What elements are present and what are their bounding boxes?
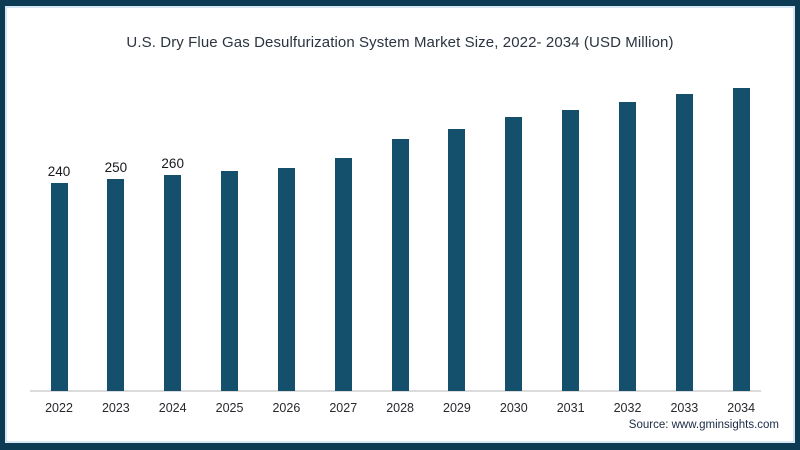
x-tick-label-2026: 2026 (272, 401, 301, 415)
bar-2034 (732, 88, 750, 391)
bar-value-label-2024: 260 (161, 156, 184, 171)
x-tick-label-2033: 2033 (670, 401, 699, 415)
bar-2033 (675, 94, 693, 391)
bar-2028 (391, 139, 409, 391)
x-tick-label-2023: 2023 (101, 401, 130, 415)
x-tick-label-2022: 2022 (45, 401, 73, 415)
bar-2023 (107, 179, 125, 391)
x-tick-label-2034: 2034 (727, 401, 756, 415)
x-tick-label-2032: 2032 (613, 401, 642, 415)
source-attribution: Source: www.gminsights.com (628, 419, 779, 431)
bar-2031 (562, 110, 580, 391)
x-axis-line (30, 390, 761, 392)
bar-2026 (277, 168, 295, 391)
x-tick-label-2029: 2029 (443, 401, 471, 415)
x-tick-label-2024: 2024 (158, 401, 187, 415)
chart-title: U.S. Dry Flue Gas Desulfurization System… (126, 34, 674, 51)
bar-value-label-2022: 240 (47, 164, 71, 179)
bar-2030 (505, 117, 523, 391)
bar-2027 (334, 158, 352, 391)
bar-2025 (221, 171, 239, 391)
x-tick-label-2025: 2025 (215, 401, 244, 415)
x-tick-label-2030: 2030 (499, 401, 528, 415)
bar-2032 (619, 102, 636, 391)
bar-2029 (448, 129, 466, 391)
bar-2022 (50, 183, 68, 391)
bar-2024 (164, 175, 182, 391)
bar-value-label-2023: 250 (104, 160, 128, 175)
x-tick-label-2027: 2027 (329, 401, 358, 415)
x-tick-label-2031: 2031 (556, 401, 585, 415)
x-tick-label-2028: 2028 (386, 401, 414, 415)
